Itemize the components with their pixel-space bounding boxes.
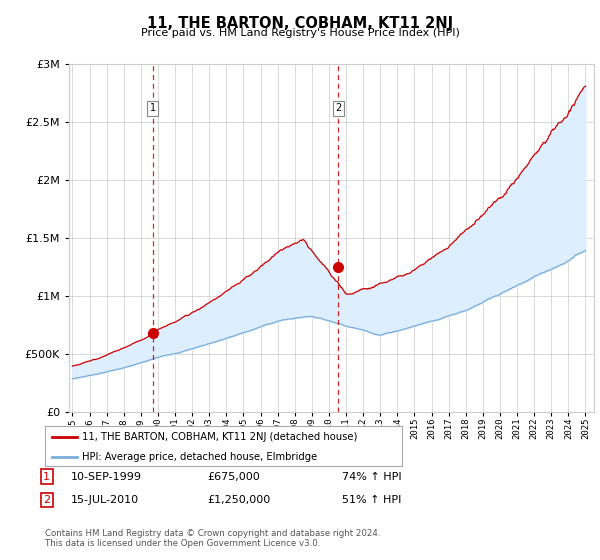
Text: HPI: Average price, detached house, Elmbridge: HPI: Average price, detached house, Elmb… [82,452,318,462]
Text: 2: 2 [335,104,341,113]
Text: Contains HM Land Registry data © Crown copyright and database right 2024.
This d: Contains HM Land Registry data © Crown c… [45,529,380,548]
Text: 15-JUL-2010: 15-JUL-2010 [71,495,139,505]
Text: 11, THE BARTON, COBHAM, KT11 2NJ (detached house): 11, THE BARTON, COBHAM, KT11 2NJ (detach… [82,432,358,442]
Text: 2: 2 [43,495,50,505]
Text: 10-SEP-1999: 10-SEP-1999 [71,472,142,482]
Text: 1: 1 [149,104,155,113]
Text: 51% ↑ HPI: 51% ↑ HPI [342,495,401,505]
Text: Price paid vs. HM Land Registry's House Price Index (HPI): Price paid vs. HM Land Registry's House … [140,28,460,38]
Text: 74% ↑ HPI: 74% ↑ HPI [342,472,401,482]
Text: 11, THE BARTON, COBHAM, KT11 2NJ: 11, THE BARTON, COBHAM, KT11 2NJ [147,16,453,31]
Text: 1: 1 [43,472,50,482]
Text: £675,000: £675,000 [207,472,260,482]
Text: £1,250,000: £1,250,000 [207,495,270,505]
